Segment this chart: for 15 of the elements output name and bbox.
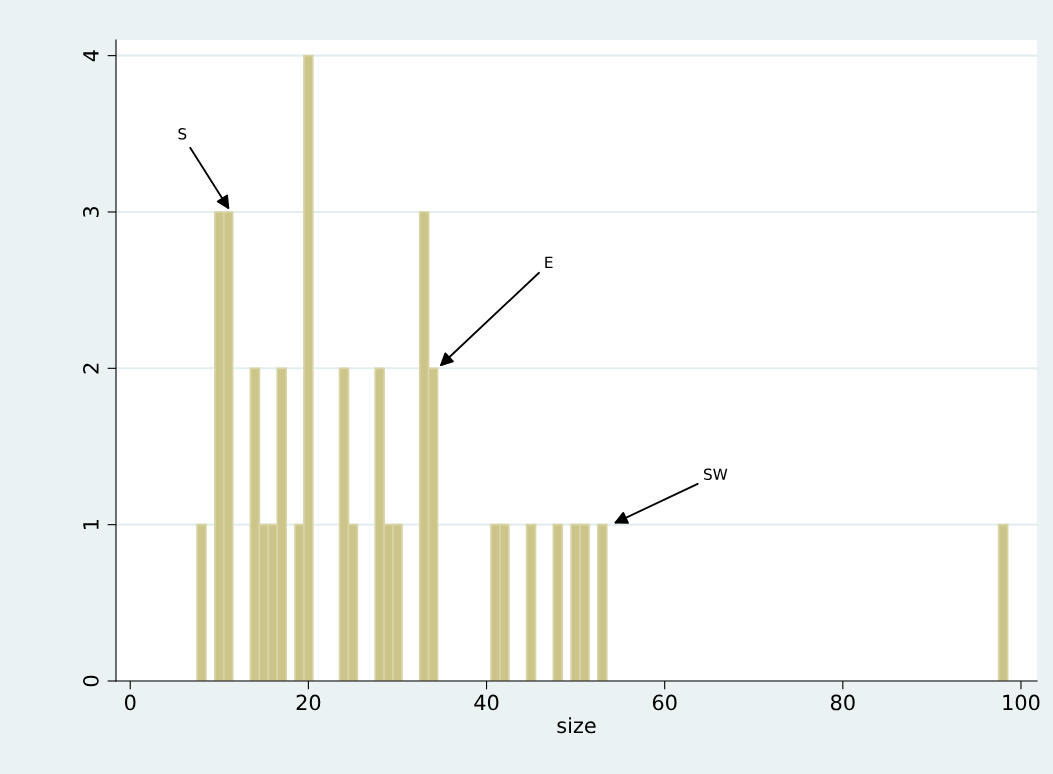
y-tick-label: 2: [83, 363, 99, 374]
annotation: SW: [704, 468, 728, 481]
x-tick-label: 60: [652, 694, 677, 711]
y-tick-label: 3: [83, 207, 99, 218]
annotation: E: [545, 256, 553, 268]
y-tick-label: 1: [83, 519, 99, 529]
annotation: S: [178, 128, 187, 140]
y-tick-label: 4: [83, 50, 99, 62]
x-axis-title: size: [557, 717, 596, 734]
x-tick-label: 40: [474, 694, 499, 711]
y-tick-label: 0: [83, 675, 99, 687]
x-tick-label: 80: [830, 694, 855, 711]
x-tick-label: 0: [125, 694, 136, 711]
x-tick-label: 100: [1003, 694, 1040, 711]
x-tick-label: 20: [296, 694, 321, 711]
